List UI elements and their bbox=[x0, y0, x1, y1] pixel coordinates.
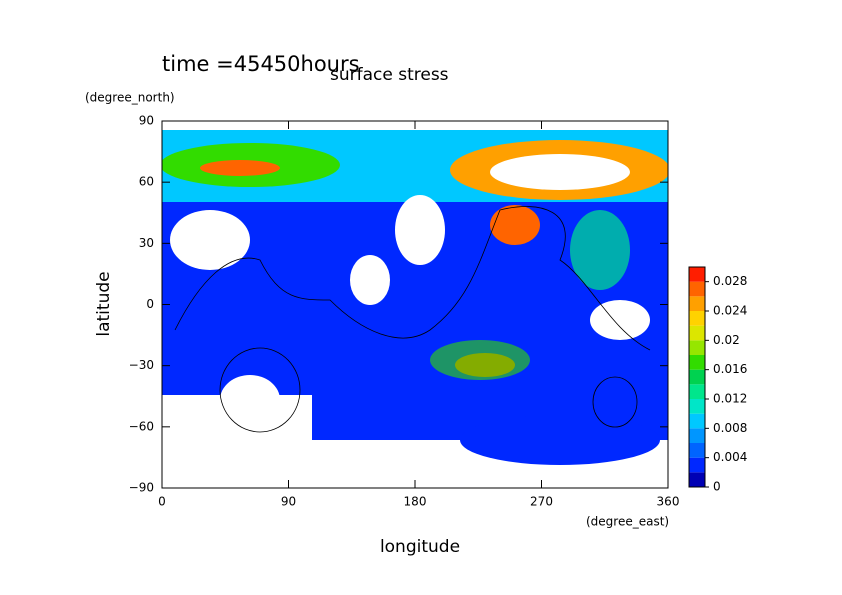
colorbar-frame bbox=[688, 266, 706, 488]
colorbar-cell bbox=[689, 311, 705, 326]
colorbar-cell bbox=[689, 296, 705, 311]
colorbar-tick-label: 0.004 bbox=[713, 450, 747, 464]
coastline bbox=[219, 347, 301, 433]
x-tick-label: 90 bbox=[281, 495, 296, 509]
coastline bbox=[174, 206, 651, 351]
x-tick-label: 270 bbox=[530, 495, 553, 509]
colorbar-tick-label: 0 bbox=[713, 480, 721, 494]
y-tick-label: −60 bbox=[129, 419, 154, 433]
colorbar-cell bbox=[689, 267, 705, 282]
y-unit: (degree_north) bbox=[85, 91, 175, 105]
x-tick-label: 0 bbox=[158, 495, 166, 509]
x-tick-label: 180 bbox=[404, 495, 427, 509]
colorbar-tick-label: 0.02 bbox=[713, 333, 740, 347]
colorbar-tick-label: 0.028 bbox=[713, 274, 747, 288]
colorbar-cell bbox=[689, 325, 705, 341]
colorbar-cell bbox=[689, 443, 705, 458]
colorbar-cell bbox=[689, 369, 705, 385]
colorbar-cell bbox=[689, 428, 705, 443]
subtitle: time =45450hours bbox=[162, 52, 360, 76]
colorbar-cell bbox=[689, 472, 705, 487]
y-axis-title: latitude bbox=[94, 271, 114, 336]
coastline bbox=[592, 376, 638, 428]
colorbar-tick-label: 0.024 bbox=[713, 304, 747, 318]
y-tick-label: −30 bbox=[129, 358, 154, 372]
contour-field bbox=[162, 130, 668, 488]
colorbar-tick-label: 0.012 bbox=[713, 392, 747, 406]
colorbar-cell bbox=[689, 457, 705, 473]
colorbar-cell bbox=[689, 281, 705, 297]
x-unit: (degree_east) bbox=[586, 515, 669, 529]
colorbar-cell bbox=[689, 340, 705, 355]
x-tick-label: 360 bbox=[657, 495, 680, 509]
y-tick-label: −90 bbox=[129, 481, 154, 495]
chart-title: surface stress bbox=[330, 65, 449, 85]
colorbar-cell bbox=[689, 399, 705, 414]
y-tick-label: 60 bbox=[139, 175, 154, 189]
colorbar-cell bbox=[689, 384, 705, 399]
colorbar-tick-label: 0.008 bbox=[713, 421, 747, 435]
x-axis-title: longitude bbox=[380, 537, 460, 557]
y-tick-label: 90 bbox=[139, 114, 154, 128]
colorbar-cell bbox=[689, 413, 705, 429]
y-tick-label: 0 bbox=[146, 297, 154, 311]
colorbar-cell bbox=[689, 355, 705, 370]
colorbar-tick-label: 0.016 bbox=[713, 362, 747, 376]
y-tick-label: 30 bbox=[139, 236, 154, 250]
